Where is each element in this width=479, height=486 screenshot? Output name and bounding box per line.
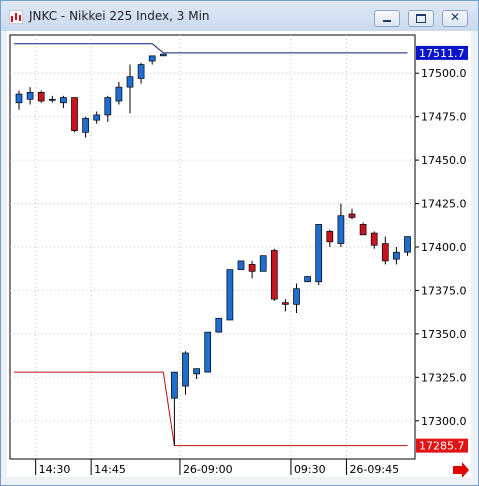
candle-body-2 bbox=[37, 91, 45, 102]
candle-body-6 bbox=[82, 118, 89, 133]
candle-body-26 bbox=[304, 276, 311, 283]
minimize-icon bbox=[383, 20, 391, 22]
y-tick-label-4: 17400.0 bbox=[421, 241, 467, 254]
candle-body-30 bbox=[348, 213, 356, 218]
candle-body-9 bbox=[115, 86, 123, 102]
candle-body-0 bbox=[15, 93, 23, 104]
candle-body-19 bbox=[226, 269, 234, 321]
candle-body-18 bbox=[215, 317, 223, 333]
y-tick-label-0: 17500.0 bbox=[421, 67, 467, 80]
lower-price-tag-box bbox=[416, 438, 468, 453]
candle-body-35 bbox=[404, 236, 411, 253]
y-tick-label-5: 17375.0 bbox=[421, 284, 467, 297]
restore-button[interactable] bbox=[408, 10, 434, 27]
candle-body-24 bbox=[282, 302, 289, 305]
candle-body-17 bbox=[204, 331, 212, 373]
lower-reference-line bbox=[14, 371, 408, 447]
y-tick-label-8: 17300.0 bbox=[421, 415, 467, 428]
candle-body-12 bbox=[148, 55, 156, 62]
red-right-arrow-icon bbox=[453, 462, 469, 477]
candle-body-7 bbox=[93, 114, 101, 121]
title-bar[interactable]: JNKC - Nikkei 225 Index, 3 Min ✕ bbox=[1, 1, 478, 31]
restore-icon bbox=[416, 14, 426, 23]
candle-body-3 bbox=[48, 98, 56, 101]
candle-body-20 bbox=[237, 260, 245, 270]
upper-reference-line bbox=[14, 43, 408, 54]
candle-body-28 bbox=[326, 231, 334, 243]
candle-body-22 bbox=[259, 255, 267, 272]
lower-price-tag-text: 17285.7 bbox=[419, 440, 465, 453]
candle-body-21 bbox=[248, 264, 256, 272]
candle-body-10 bbox=[126, 76, 134, 88]
window-title: JNKC - Nikkei 225 Index, 3 Min bbox=[29, 9, 210, 23]
y-tick-label-1: 17475.0 bbox=[421, 111, 467, 124]
candle-body-34 bbox=[393, 251, 400, 260]
candle-body-8 bbox=[104, 97, 112, 116]
y-tick-label-2: 17450.0 bbox=[421, 154, 467, 167]
candle-body-4 bbox=[60, 97, 67, 104]
x-tick-label-4: 26-09:45 bbox=[349, 463, 399, 476]
chart-area: 17500.0 17475.0 17450.0 17425.0 17400.0 17375… bbox=[7, 31, 471, 477]
x-tick-label-1: 14:45 bbox=[94, 463, 126, 476]
candle-body-11 bbox=[137, 64, 145, 79]
upper-price-tag-text: 17511.7 bbox=[419, 47, 465, 60]
x-tick-label-3: 09:30 bbox=[294, 463, 326, 476]
candle-body-14 bbox=[171, 371, 178, 399]
candle-body-25 bbox=[293, 288, 300, 305]
candle-body-32 bbox=[370, 232, 378, 246]
candle-body-23 bbox=[270, 250, 278, 300]
candle-body-1 bbox=[26, 91, 34, 100]
close-button[interactable]: ✕ bbox=[442, 10, 468, 27]
candle-body-13 bbox=[159, 53, 167, 57]
candle-body-16 bbox=[193, 368, 200, 375]
candle-body-29 bbox=[337, 215, 345, 244]
candle-body-33 bbox=[381, 243, 389, 262]
candlestick-chart: 17500.0 17475.0 17450.0 17425.0 17400.0 17375… bbox=[9, 34, 469, 477]
candle-body-27 bbox=[315, 224, 323, 283]
x-tick-label-2: 26-09:00 bbox=[183, 463, 233, 476]
y-tick-label-3: 17425.0 bbox=[421, 198, 467, 211]
candle-body-31 bbox=[359, 224, 367, 236]
x-tick-label-0: 14:30 bbox=[39, 463, 71, 476]
close-icon: ✕ bbox=[450, 10, 461, 24]
candle-body-5 bbox=[71, 97, 78, 131]
y-tick-label-7: 17325.0 bbox=[421, 371, 467, 384]
candle-body-15 bbox=[182, 352, 189, 387]
y-tick-label-6: 17350.0 bbox=[421, 328, 467, 341]
upper-price-tag-box bbox=[416, 45, 468, 60]
minimize-button[interactable] bbox=[374, 10, 400, 27]
chart-app-icon bbox=[9, 10, 23, 24]
